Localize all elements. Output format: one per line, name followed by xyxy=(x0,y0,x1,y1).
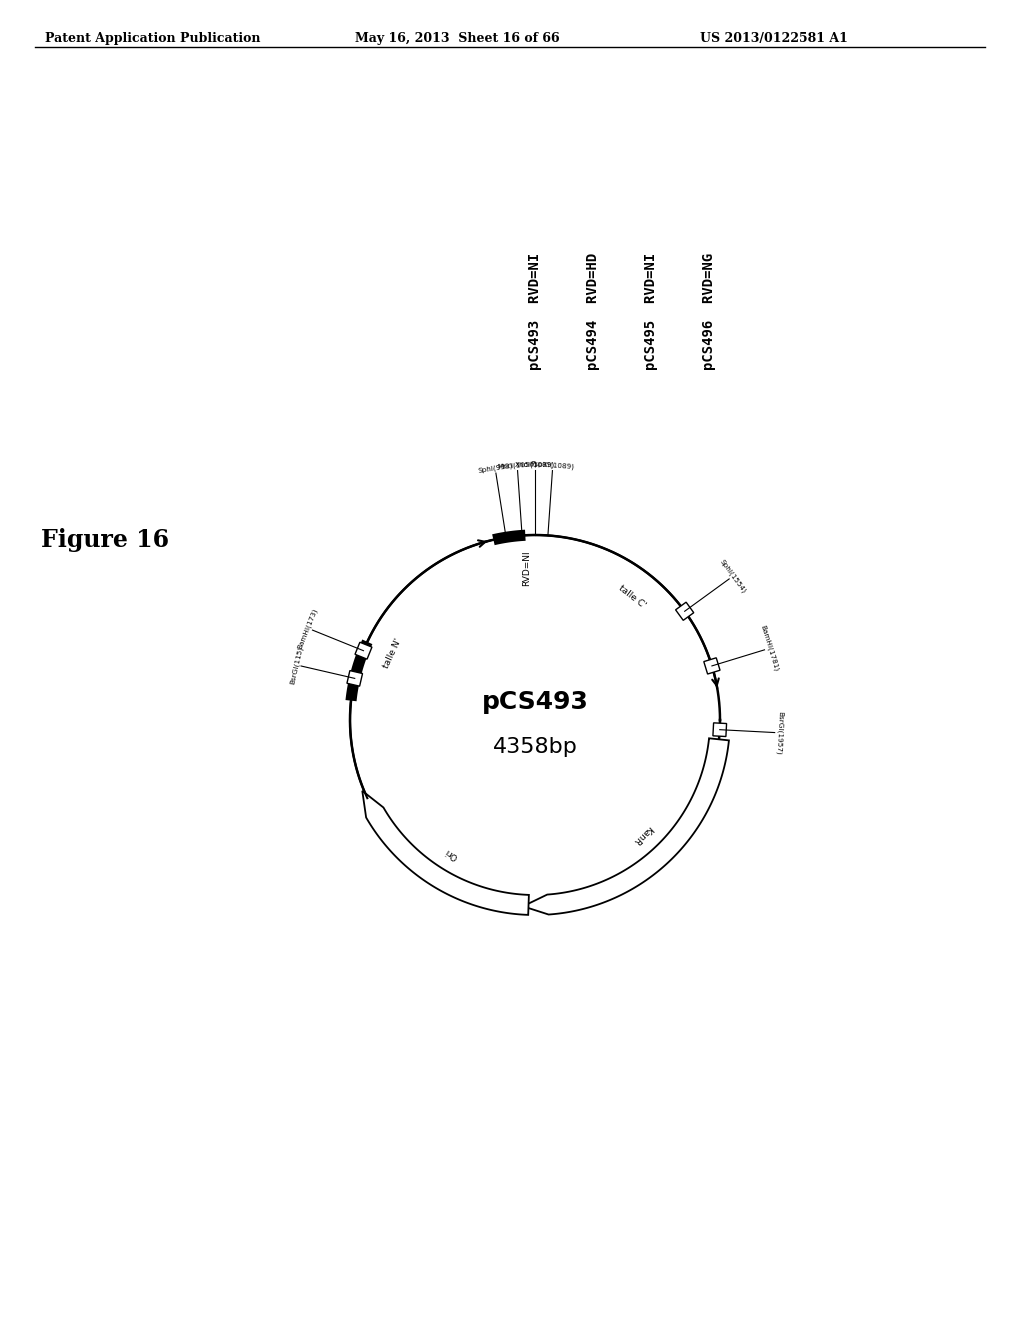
Text: pCS493: pCS493 xyxy=(481,690,589,714)
Text: pCS495  RVD=NI: pCS495 RVD=NI xyxy=(644,252,658,370)
Text: MscI(1056): MscI(1056) xyxy=(497,461,538,470)
Text: PspXI(1089): PspXI(1089) xyxy=(530,461,574,470)
Text: pCS496  RVD=NG: pCS496 RVD=NG xyxy=(702,252,716,370)
Text: May 16, 2013  Sheet 16 of 66: May 16, 2013 Sheet 16 of 66 xyxy=(355,32,560,45)
Text: talIe N': talIe N' xyxy=(382,638,403,671)
Text: pCS493  RVD=NI: pCS493 RVD=NI xyxy=(528,252,542,370)
Text: BsrGI(1957): BsrGI(1957) xyxy=(775,711,784,755)
Text: Patent Application Publication: Patent Application Publication xyxy=(45,32,260,45)
Polygon shape xyxy=(713,723,727,737)
Text: BamHI(1781): BamHI(1781) xyxy=(759,624,779,672)
Text: SphI(1554): SphI(1554) xyxy=(719,558,748,594)
Polygon shape xyxy=(676,602,693,620)
Polygon shape xyxy=(523,738,729,915)
Text: BsrGI(115): BsrGI(115) xyxy=(289,645,304,685)
Polygon shape xyxy=(362,791,528,915)
Text: RVD=NI: RVD=NI xyxy=(522,550,531,586)
Text: 4358bp: 4358bp xyxy=(493,737,578,756)
Text: Figure 16: Figure 16 xyxy=(41,528,169,552)
Text: Ori: Ori xyxy=(443,846,460,861)
Polygon shape xyxy=(355,643,372,659)
Text: talIe C': talIe C' xyxy=(616,583,647,610)
Text: XhoI(1089): XhoI(1089) xyxy=(515,462,555,469)
Text: SphI(999): SphI(999) xyxy=(477,462,513,474)
Polygon shape xyxy=(703,657,720,675)
Text: BamHI(173): BamHI(173) xyxy=(297,607,319,649)
Text: pCS494  RVD=HD: pCS494 RVD=HD xyxy=(586,252,600,370)
Text: US 2013/0122581 A1: US 2013/0122581 A1 xyxy=(700,32,848,45)
Text: KanR: KanR xyxy=(631,824,653,846)
Polygon shape xyxy=(347,671,362,686)
